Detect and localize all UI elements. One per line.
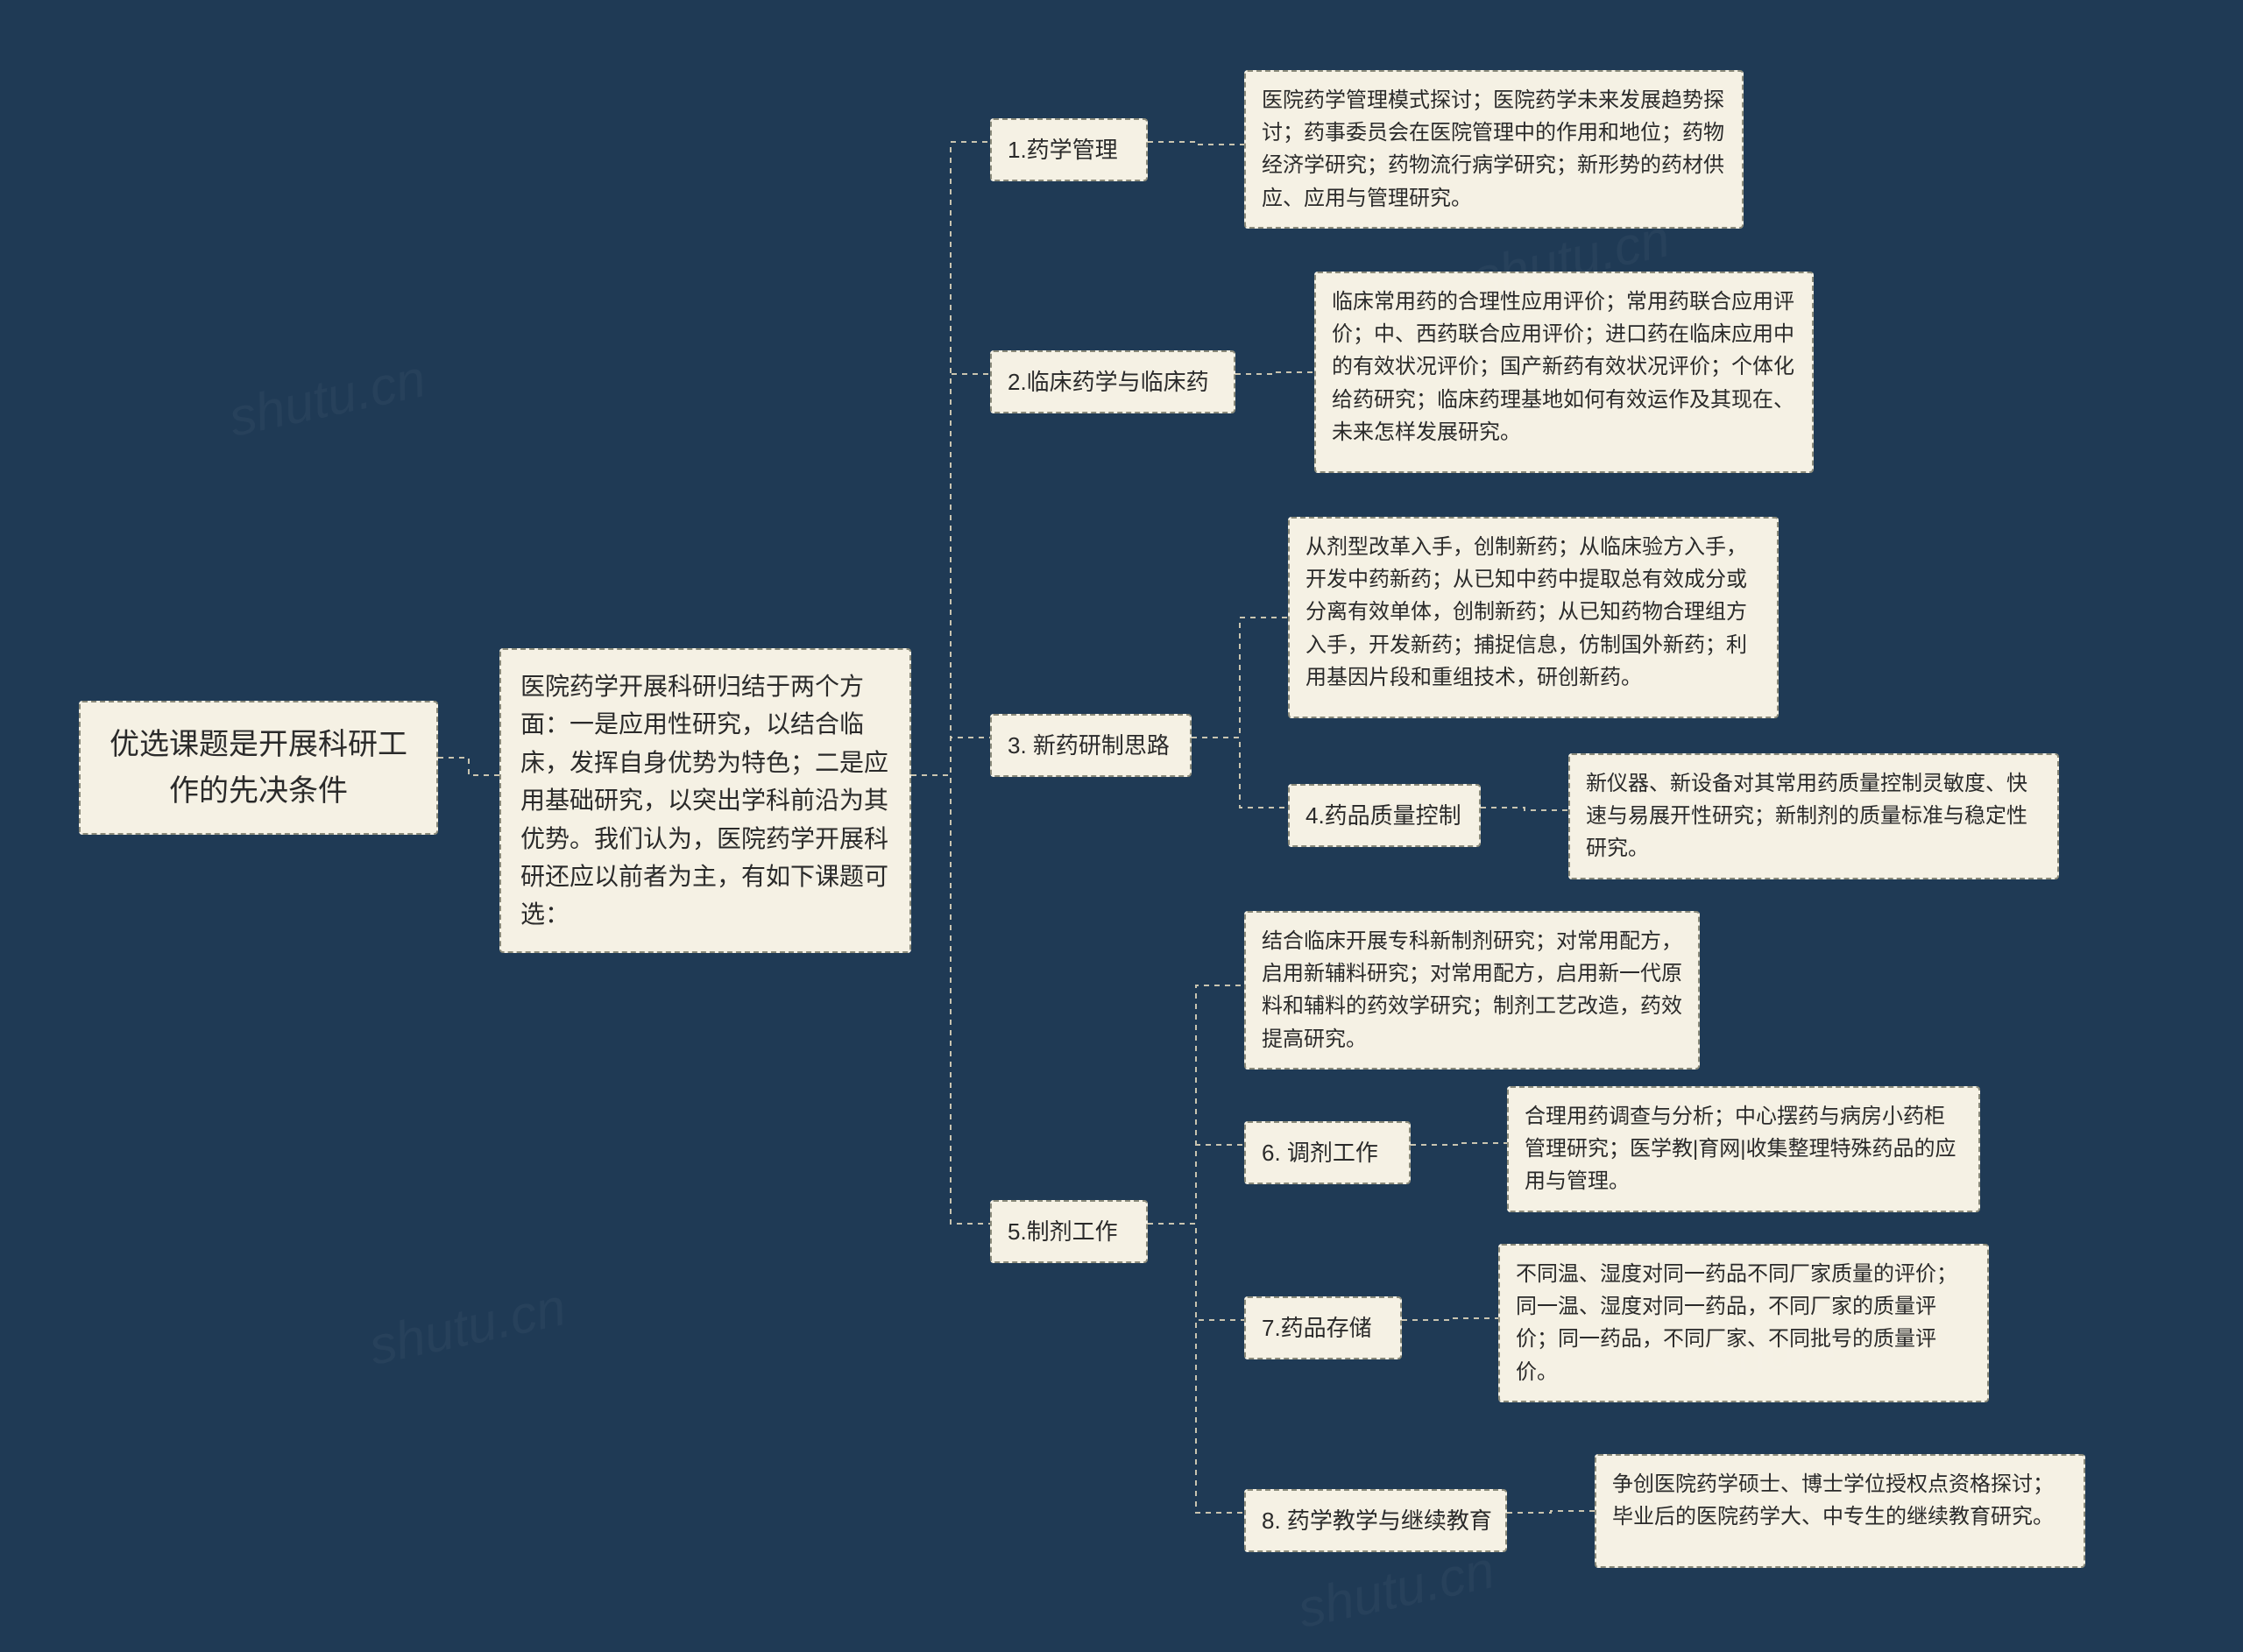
branch-b2: 2.临床药学与临床药 bbox=[990, 350, 1235, 413]
leaf-b6: 合理用药调查与分析；中心摆药与病房小药柜管理研究；医学教|育网|收集整理特殊药品… bbox=[1507, 1086, 1980, 1212]
intro-node: 医院药学开展科研归结于两个方面：一是应用性研究，以结合临床，发挥自身优势为特色；… bbox=[499, 648, 911, 953]
branch-b7: 7.药品存储 bbox=[1244, 1296, 1402, 1359]
leaf-b2: 临床常用药的合理性应用评价；常用药联合应用评价；中、西药联合应用评价；进口药在临… bbox=[1314, 272, 1814, 473]
branch-b6: 6. 调剂工作 bbox=[1244, 1121, 1411, 1184]
root-node: 优选课题是开展科研工作的先决条件 bbox=[79, 701, 438, 835]
watermark: shutu.cn bbox=[364, 1276, 570, 1377]
branch-b3: 3. 新药研制思路 bbox=[990, 714, 1192, 777]
leaf-b3-0: 从剂型改革入手，创制新药；从临床验方入手，开发中药新药；从已知中药中提取总有效成… bbox=[1288, 517, 1779, 718]
leaf-b8: 争创医院药学硕士、博士学位授权点资格探讨；毕业后的医院药学大、中专生的继续教育研… bbox=[1595, 1454, 2085, 1568]
watermark: shutu.cn bbox=[223, 348, 430, 448]
leaf-b1: 医院药学管理模式探讨；医院药学未来发展趋势探讨；药事委员会在医院管理中的作用和地… bbox=[1244, 70, 1744, 229]
leaf-b7: 不同温、湿度对同一药品不同厂家质量的评价；同一温、湿度对同一药品，不同厂家的质量… bbox=[1498, 1244, 1989, 1402]
branch-b8: 8. 药学教学与继续教育 bbox=[1244, 1489, 1507, 1552]
mindmap-canvas: 优选课题是开展科研工作的先决条件医院药学开展科研归结于两个方面：一是应用性研究，… bbox=[0, 0, 2243, 1652]
branch-b5: 5.制剂工作 bbox=[990, 1200, 1148, 1263]
watermark: shutu.cn bbox=[1292, 1539, 1499, 1640]
leaf-b4: 新仪器、新设备对其常用药质量控制灵敏度、快速与易展开性研究；新制剂的质量标准与稳… bbox=[1568, 753, 2059, 879]
branch-b1: 1.药学管理 bbox=[990, 118, 1148, 181]
leaf-b5-0: 结合临床开展专科新制剂研究；对常用配方，启用新辅料研究；对常用配方，启用新一代原… bbox=[1244, 911, 1700, 1070]
branch-b4: 4.药品质量控制 bbox=[1288, 784, 1481, 847]
